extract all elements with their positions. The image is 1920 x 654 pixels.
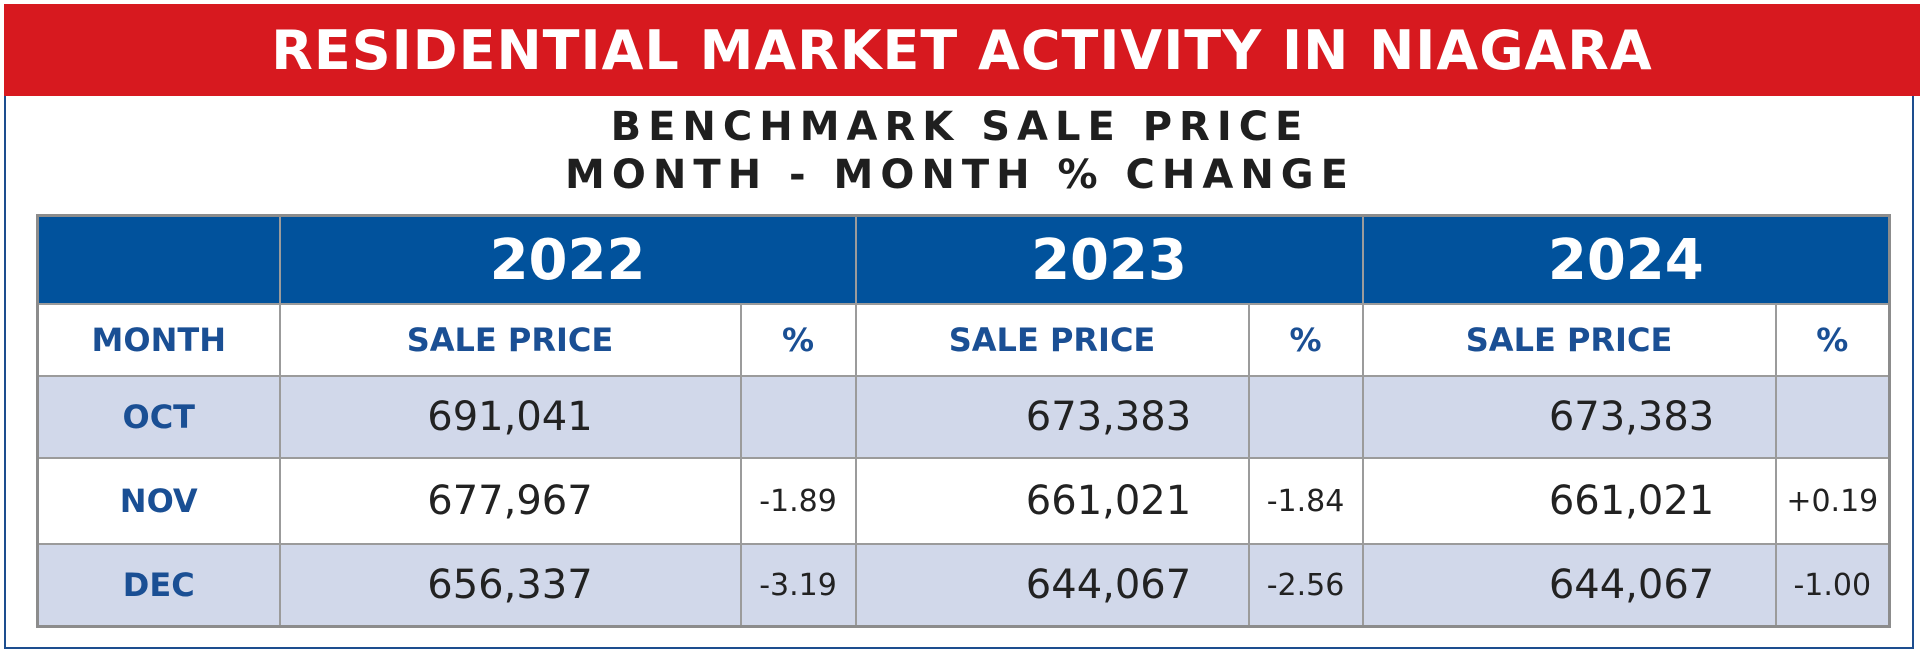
sale-price-header-2023: SALE PRICE — [854, 303, 1250, 377]
sale-price-header-2024: SALE PRICE — [1361, 303, 1777, 377]
sale-price-cell: 673,383 — [1361, 375, 1777, 459]
year-header-blank — [36, 214, 281, 305]
pct-change-cell: -1.00 — [1774, 543, 1891, 628]
page-title: RESIDENTIAL MARKET ACTIVITY IN NIAGARA — [4, 4, 1920, 96]
column-header-row: MONTH SALE PRICE % SALE PRICE % SALE PRI… — [36, 303, 1891, 377]
table-row-nov: NOV 677,967 -1.89 661,021 -1.84 661,021 … — [36, 457, 1891, 545]
subtitle-line-1: BENCHMARK SALE PRICE — [610, 104, 1310, 150]
sale-price-cell: 673,383 — [854, 375, 1250, 459]
sale-price-cell: 644,067 — [854, 543, 1250, 628]
month-cell: DEC — [36, 543, 281, 628]
subtitle-line-2: MONTH - MONTH % CHANGE — [565, 152, 1355, 198]
table-row-dec: DEC 656,337 -3.19 644,067 -2.56 644,067 … — [36, 543, 1891, 628]
sale-price-cell: 677,967 — [278, 457, 742, 545]
pct-header-2023: % — [1247, 303, 1364, 377]
sale-price-cell: 661,021 — [854, 457, 1250, 545]
sale-price-header-2022: SALE PRICE — [278, 303, 742, 377]
year-header-2023: 2023 — [854, 214, 1364, 305]
pct-change-cell: -1.84 — [1247, 457, 1364, 545]
pct-header-2022: % — [739, 303, 857, 377]
pct-change-cell — [1247, 375, 1364, 459]
month-cell: NOV — [36, 457, 281, 545]
pct-change-cell: +0.19 — [1774, 457, 1891, 545]
pct-change-cell — [739, 375, 857, 459]
table-row-oct: OCT 691,041 673,383 673,383 — [36, 375, 1891, 459]
sale-price-cell: 661,021 — [1361, 457, 1777, 545]
benchmark-price-table: 2022 2023 2024 MONTH SALE PRICE % SALE P… — [36, 214, 1892, 628]
sale-price-cell: 644,067 — [1361, 543, 1777, 628]
pct-change-cell: -3.19 — [739, 543, 857, 628]
year-header-row: 2022 2023 2024 — [36, 214, 1891, 305]
sale-price-cell: 656,337 — [278, 543, 742, 628]
month-cell: OCT — [36, 375, 281, 459]
month-column-header: MONTH — [36, 303, 281, 377]
sale-price-cell: 691,041 — [278, 375, 742, 459]
pct-change-cell: -1.89 — [739, 457, 857, 545]
pct-header-2024: % — [1774, 303, 1891, 377]
pct-change-cell: -2.56 — [1247, 543, 1364, 628]
pct-change-cell — [1774, 375, 1891, 459]
year-header-2024: 2024 — [1361, 214, 1891, 305]
year-header-2022: 2022 — [278, 214, 857, 305]
